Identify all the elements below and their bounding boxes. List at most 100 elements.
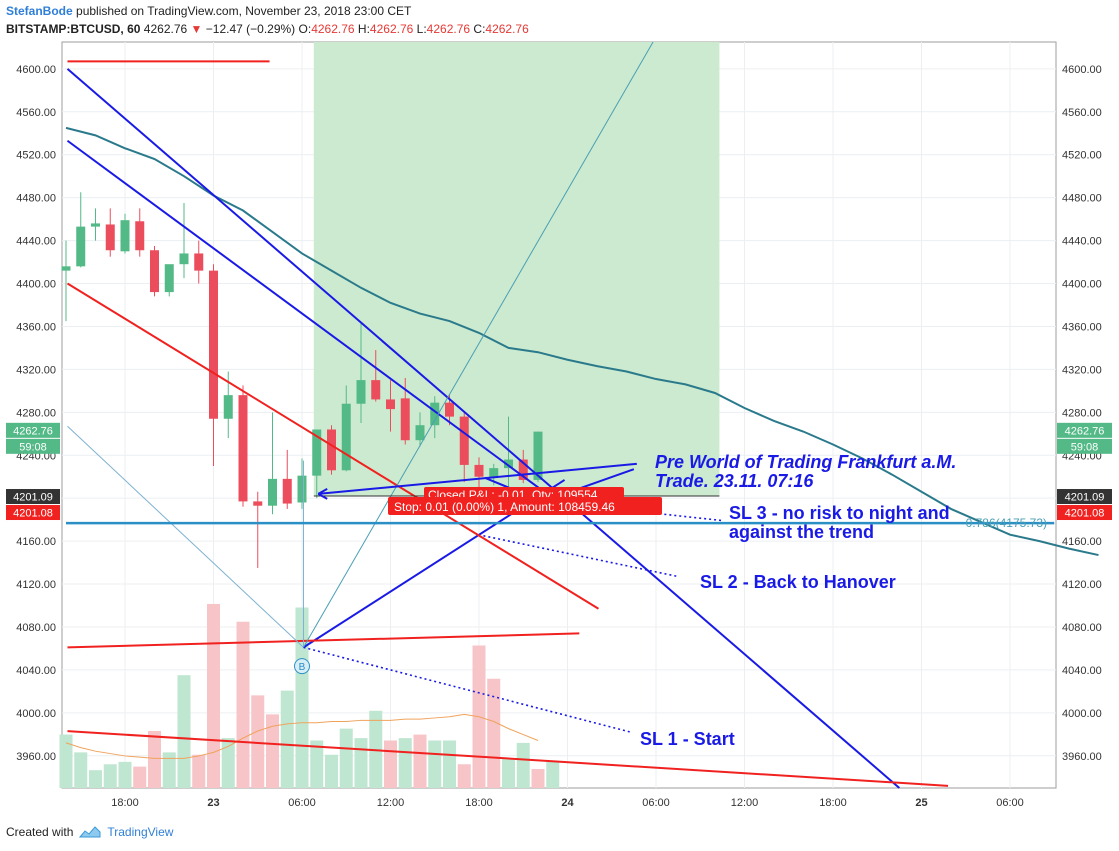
candle — [430, 396, 440, 439]
stop-label-bg — [388, 497, 662, 515]
price-tag-left-red: 4201.08 — [13, 508, 53, 520]
volume-bar — [339, 728, 353, 788]
volume-bars — [59, 603, 560, 788]
annotation-pre-world-line2: Trade. 23.11. 07:16 — [655, 471, 814, 491]
volume-bar — [192, 754, 206, 788]
candle — [76, 192, 86, 268]
y-tick-label-left: 4600.00 — [16, 64, 56, 76]
sl2-pointer — [483, 534, 679, 578]
symbol-line: BITSTAMP:BTCUSD, 60 4262.76 ▼ −12.47 (−0… — [6, 20, 529, 38]
volume-bar — [428, 740, 442, 788]
volume-bar — [325, 754, 338, 788]
volume-bar — [103, 764, 117, 788]
annotation-sl3-line2: against the trend — [729, 522, 874, 542]
y-tick-label-right: 4160.00 — [1062, 536, 1102, 548]
x-tick-label: 06:00 — [288, 797, 316, 809]
close-value: 4262.76 — [485, 22, 529, 36]
author-name[interactable]: StefanBode — [6, 4, 73, 18]
volume-bar — [59, 734, 73, 788]
x-tick-label: 18:00 — [819, 797, 847, 809]
candle-body — [150, 250, 159, 293]
candle-body — [489, 468, 499, 478]
candle-body — [76, 226, 86, 267]
time-axis[interactable]: 18:00 23 06:00 12:00 18:00 24 06:00 12:00 18:00 2… — [111, 797, 1024, 809]
last-price-tag-right-bg — [1057, 422, 1112, 438]
target-zone — [313, 42, 720, 497]
candle — [341, 385, 351, 472]
candle-body — [268, 478, 277, 506]
candle-body — [312, 429, 322, 476]
candle-body — [504, 459, 513, 469]
annotation-pre-world-line1: Pre World of Trading Frankfurt a.M. — [655, 452, 956, 472]
volume-bar — [443, 740, 456, 788]
candle — [238, 385, 248, 507]
price-axis[interactable]: 4600.00 4600.00 4560.00 4560.00 4520.00 4520.… — [16, 64, 1102, 763]
candle — [386, 380, 395, 432]
candle-body — [415, 425, 425, 441]
candle-body — [120, 220, 130, 252]
chart-labels: B 4262.76 59:08 4262.76 59:08 4201.09 4201.08 4… — [6, 422, 1112, 749]
candle-body — [327, 429, 336, 471]
y-tick-label-right: 4400.00 — [1062, 279, 1102, 291]
y-tick-label-left: 4080.00 — [16, 622, 56, 634]
annotation-sl2: SL 2 - Back to Hanover — [700, 572, 896, 592]
candle — [474, 457, 484, 490]
candle-body — [445, 402, 454, 417]
price-tag-right-dark-bg — [1057, 489, 1112, 505]
y-tick-label-left: 4400.00 — [16, 279, 56, 291]
y-tick-label-left: 4000.00 — [16, 708, 56, 720]
candle — [61, 240, 71, 322]
open-value: 4262.76 — [311, 22, 355, 36]
created-with-text: Created with — [6, 825, 74, 839]
price-tag-left-red-bg — [6, 505, 60, 521]
high-label: H: — [357, 22, 370, 36]
tradingview-brand[interactable]: TradingView — [107, 825, 174, 839]
candle-body — [474, 464, 484, 477]
y-tick-label-left: 4560.00 — [16, 107, 56, 119]
volume-bar — [531, 769, 545, 788]
fan-line-left — [67, 425, 304, 648]
candle — [282, 449, 292, 509]
buy-marker-label: B — [299, 662, 306, 673]
y-tick-label-right: 3960.00 — [1062, 751, 1102, 763]
candle-body — [253, 501, 263, 506]
symbol-label: BITSTAMP:BTCUSD, 60 — [6, 22, 141, 36]
open-label: O: — [298, 22, 312, 36]
y-tick-label-left: 4440.00 — [16, 236, 56, 248]
volume-bar — [89, 770, 102, 788]
volume-bar — [398, 738, 412, 788]
y-tick-label-right: 4000.00 — [1062, 708, 1102, 720]
y-tick-label-left: 4360.00 — [16, 321, 56, 333]
x-tick-label: 12:00 — [731, 797, 759, 809]
volume-bar — [310, 740, 324, 788]
volume-bar — [266, 714, 279, 788]
low-label: L: — [416, 22, 427, 36]
candle-body — [297, 475, 307, 503]
volume-bar — [251, 695, 265, 788]
fan-line — [303, 41, 654, 648]
last-price-tag-left-bg — [6, 422, 60, 438]
candles — [61, 192, 543, 568]
candle — [268, 412, 277, 515]
publish-line: StefanBode published on TradingView.com,… — [6, 2, 529, 20]
high-value: 4262.76 — [369, 22, 414, 36]
candle-body — [164, 264, 174, 293]
candle — [120, 213, 130, 254]
y-tick-label-left: 4520.00 — [16, 150, 56, 162]
y-tick-label-right: 4600.00 — [1062, 64, 1102, 76]
candle-body — [238, 395, 248, 502]
candle-body — [223, 395, 233, 419]
x-tick-label: 18:00 — [465, 797, 493, 809]
blue-trend-line-upper — [66, 68, 901, 789]
stop-label: Stop: 0.01 (0.00%) 1, Amount: 108459.46 — [394, 500, 615, 514]
y-tick-label-left: 4040.00 — [16, 665, 56, 677]
y-tick-label-left: 3960.00 — [16, 751, 56, 763]
last-price-tag-left: 4262.76 — [13, 425, 53, 437]
last-price: 4262.76 — [143, 22, 188, 36]
close-label: C: — [473, 22, 486, 36]
countdown-tag-right: 59:08 — [1071, 441, 1099, 453]
candle — [253, 491, 263, 568]
pre-world-arrow-line — [318, 462, 637, 495]
volume-bar — [280, 690, 294, 788]
